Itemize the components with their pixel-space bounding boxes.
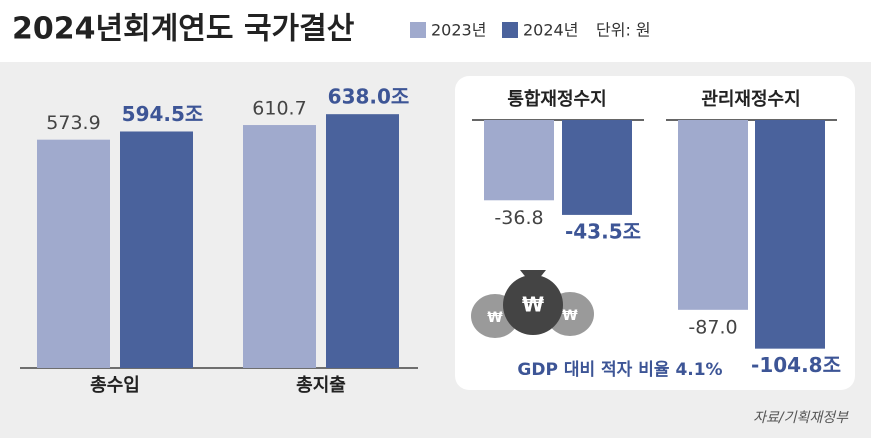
- bar: [678, 120, 748, 310]
- category-label: 관리재정수지: [701, 89, 800, 110]
- bar: [326, 114, 399, 368]
- svg-text:₩: ₩: [487, 310, 503, 326]
- bar: [243, 125, 316, 368]
- value-label: -104.8조: [751, 353, 841, 377]
- bar: [37, 139, 110, 368]
- value-label: 638.0조: [328, 85, 410, 109]
- bar: [120, 131, 193, 368]
- legend-swatch: [502, 22, 518, 38]
- legend-swatch: [410, 22, 426, 38]
- svg-text:₩: ₩: [562, 308, 578, 324]
- legend-label: 2024년: [523, 21, 578, 40]
- category-label: 총수입: [90, 374, 140, 396]
- category-label: 총지출: [296, 375, 346, 396]
- category-label: 통합재정수지: [507, 88, 606, 110]
- legend-label: 2023년: [431, 21, 486, 40]
- annotation: GDP 대비 적자 비율 4.1%: [517, 360, 722, 380]
- bar: [755, 120, 825, 349]
- svg-text:₩: ₩: [522, 293, 544, 317]
- header-bg: [0, 0, 871, 62]
- value-label: 594.5조: [122, 102, 204, 126]
- unit: 단위: 원: [596, 21, 651, 40]
- money-bags: ₩ ₩ ₩: [471, 270, 594, 338]
- source: 자료/기획재정부: [753, 410, 849, 426]
- value-label: -43.5조: [565, 219, 641, 243]
- value-label: -36.8: [494, 207, 543, 229]
- value-label: -87.0: [688, 316, 737, 338]
- value-label: 610.7: [252, 98, 306, 120]
- bar: [484, 120, 554, 201]
- title: 2024년회계연도 국가결산: [12, 12, 355, 47]
- value-label: 573.9: [46, 112, 100, 134]
- bar: [562, 120, 632, 215]
